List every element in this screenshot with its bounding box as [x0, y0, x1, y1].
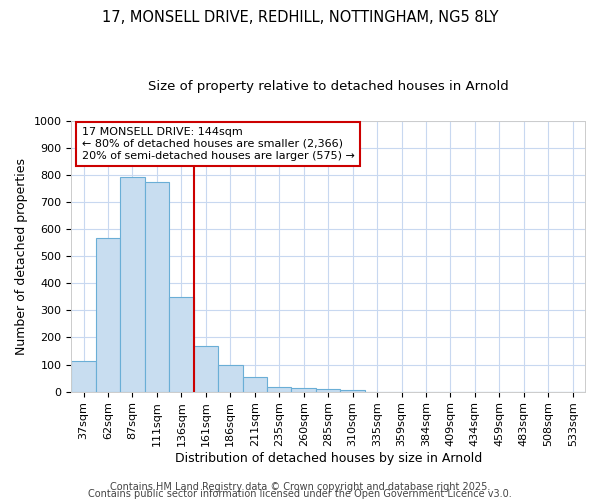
Bar [145, 182, 169, 392]
Text: Contains public sector information licensed under the Open Government Licence v3: Contains public sector information licen… [88, 489, 512, 499]
Text: 17, MONSELL DRIVE, REDHILL, NOTTINGHAM, NG5 8LY: 17, MONSELL DRIVE, REDHILL, NOTTINGHAM, … [102, 10, 498, 25]
Bar [71, 361, 96, 392]
Bar [218, 365, 242, 392]
Bar [316, 389, 340, 392]
Bar [96, 238, 120, 392]
Y-axis label: Number of detached properties: Number of detached properties [15, 158, 28, 354]
Title: Size of property relative to detached houses in Arnold: Size of property relative to detached ho… [148, 80, 509, 93]
Bar [340, 390, 365, 392]
Bar [169, 297, 194, 392]
Text: Contains HM Land Registry data © Crown copyright and database right 2025.: Contains HM Land Registry data © Crown c… [110, 482, 490, 492]
Bar [120, 176, 145, 392]
Bar [194, 346, 218, 392]
Bar [267, 387, 292, 392]
Text: 17 MONSELL DRIVE: 144sqm
← 80% of detached houses are smaller (2,366)
20% of sem: 17 MONSELL DRIVE: 144sqm ← 80% of detach… [82, 128, 355, 160]
X-axis label: Distribution of detached houses by size in Arnold: Distribution of detached houses by size … [175, 452, 482, 465]
Bar [292, 388, 316, 392]
Bar [242, 377, 267, 392]
